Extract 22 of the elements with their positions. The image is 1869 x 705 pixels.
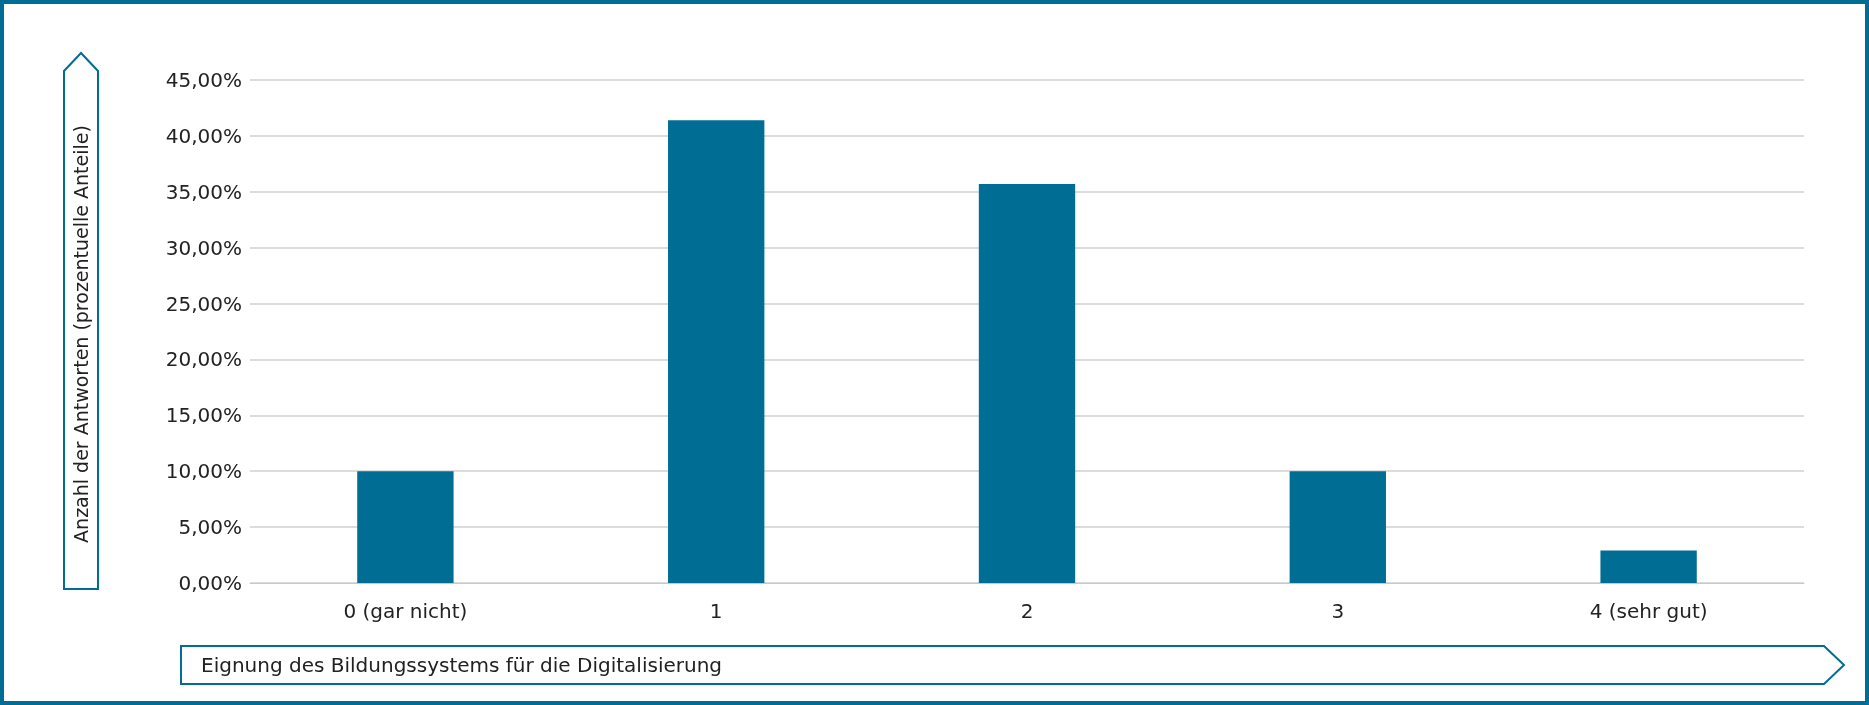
x-tick-label: 1 [709,599,723,623]
y-tick-label: 35,00% [165,179,242,204]
y-tick-label: 30,00% [165,235,242,260]
y-tick-label: 25,00% [165,291,242,316]
x-tick-label: 2 [1020,599,1034,623]
x-axis-title: Eignung des Bildungssystems für die Digitalisierung [201,653,723,677]
bar [357,471,454,583]
x-tick-label: 0 (gar nicht) [343,599,468,623]
bar [978,183,1076,583]
y-tick-label: 45,00% [165,68,242,92]
y-tick-label: 0,00% [178,571,242,595]
bar [668,120,765,583]
y-tick-label: 15,00% [165,403,242,428]
y-tick-label: 20,00% [165,347,242,372]
y-tick-label: 10,00% [165,459,242,484]
y-axis-title: Anzahl der Antworten (prozentuelle Anteile) [70,125,92,543]
x-tick-label: 4 (sehr gut) [1589,599,1708,623]
bar [1600,550,1697,583]
y-tick-label: 5,00% [178,515,242,540]
x-tick-label: 3 [1331,599,1345,623]
y-tick-label: 40,00% [165,123,242,148]
bar [1289,471,1386,583]
